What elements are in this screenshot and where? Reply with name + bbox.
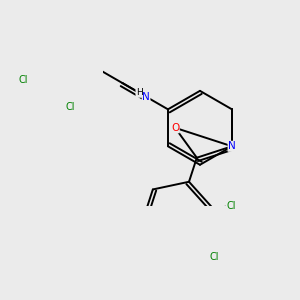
Text: N: N xyxy=(142,92,150,102)
Text: H: H xyxy=(136,88,143,97)
Text: Cl: Cl xyxy=(209,252,219,262)
Text: Cl: Cl xyxy=(65,102,75,112)
Text: Cl: Cl xyxy=(18,75,28,85)
Text: O: O xyxy=(171,123,179,133)
Text: Cl: Cl xyxy=(226,201,236,211)
Text: N: N xyxy=(228,141,236,151)
